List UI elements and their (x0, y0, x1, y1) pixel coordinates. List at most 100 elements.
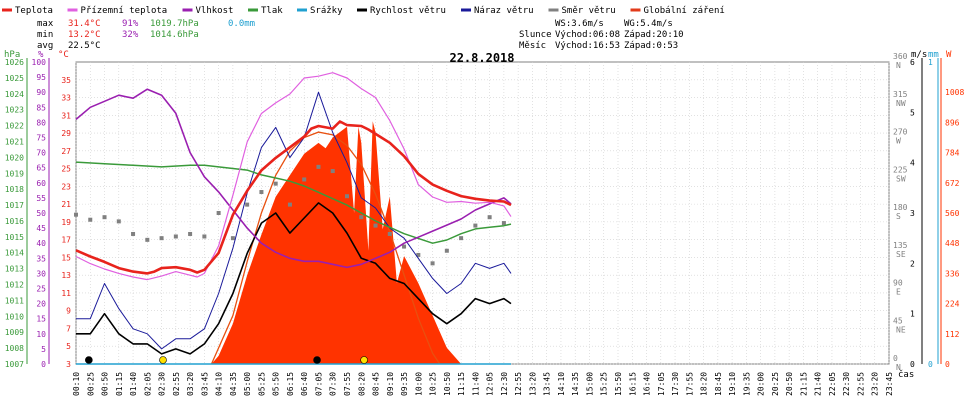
axis-degc-tick: 29 (61, 129, 71, 138)
axis-pct-tick: 40 (36, 239, 46, 248)
axis-x-tick: 21:40 (814, 372, 823, 396)
axis-x-tick: 00:10 (72, 372, 81, 396)
wind-direction-point (273, 181, 278, 186)
legend-label: Srážky (310, 6, 343, 16)
axis-x-tick: 17:30 (671, 372, 680, 396)
axis-compass-tick: SW (896, 174, 906, 183)
axis-x-tick: 02:05 (143, 372, 152, 396)
wind-direction-point (330, 169, 335, 174)
axis-w-tick: 224 (945, 300, 960, 309)
axis-x-tick: 19:10 (728, 372, 737, 396)
axis-x-tick: 12:05 (486, 372, 495, 396)
axis-pct-tick: 0 (41, 360, 46, 369)
wind-direction-point (245, 202, 250, 207)
axis-hpa-tick: 1018 (5, 185, 24, 194)
axis-x-tick: 22:55 (856, 372, 865, 396)
axis-x-tick: 07:55 (343, 372, 352, 396)
stats-max-pres: 1019.7hPa (150, 19, 199, 29)
stats-avg-temp: 22.5°C (68, 41, 101, 51)
axis-degc-tick: 27 (61, 147, 71, 156)
axis-dir-tick: 225 (893, 165, 908, 174)
wind-direction-point (316, 164, 321, 169)
axis-pct-tick: 10 (36, 330, 46, 339)
axis-degc-tick: 15 (61, 253, 71, 262)
axis-hpa-tick: 1009 (5, 328, 24, 337)
axis-hpa-tick: 1016 (5, 217, 24, 226)
legend-label: Teplota (15, 6, 53, 16)
axis-x-tick: 23:45 (885, 372, 894, 396)
axis-x-tick: 10:00 (414, 372, 423, 396)
marker-moonrise (313, 356, 321, 364)
axis-degc-tick: 25 (61, 165, 71, 174)
chart-title: 22.8.2018 (449, 51, 514, 65)
axis-degc-tick: 33 (61, 94, 71, 103)
axis-w-tick: 560 (945, 209, 960, 218)
stats-max-label: max (37, 19, 54, 29)
axis-pct-tick: 55 (36, 194, 46, 203)
axis-ms-tick: 2 (910, 259, 915, 268)
grid-layer (75, 61, 890, 365)
legend-label: Směr větru (562, 6, 616, 16)
unit-w: W (946, 50, 952, 60)
axis-pct-tick: 20 (36, 300, 46, 309)
unit-cas: čas (898, 369, 914, 380)
stats-max-temp: 31.4°C (68, 19, 101, 29)
axis-ms-tick: 6 (910, 58, 915, 67)
axis-hpa-tick: 1007 (5, 360, 24, 369)
wind-direction-point (287, 202, 292, 207)
axis-x-tick: 13:45 (543, 372, 552, 396)
axis-w-tick: 784 (945, 149, 960, 158)
stats-avg-label: avg (37, 41, 53, 51)
wind-direction-point (473, 223, 478, 228)
wind-direction-point (501, 221, 506, 226)
axis-x-tick: 23:20 (871, 372, 880, 396)
axis-hpa-tick: 1019 (5, 169, 24, 178)
axis-pct-tick: 60 (36, 179, 46, 188)
axis-compass-tick: S (896, 212, 901, 221)
axis-hpa-tick: 1015 (5, 233, 24, 242)
axis-ms-tick: 5 (910, 108, 915, 117)
axis-degc-tick: 5 (66, 342, 71, 351)
axis-degc-tick: 19 (61, 218, 71, 227)
wind-direction-point (345, 194, 349, 199)
info-sunrise: Východ:06:08 (555, 30, 620, 40)
axis-degc-tick: 9 (66, 307, 71, 316)
legend-label: Vlhkost (196, 6, 234, 16)
wind-direction-point (444, 248, 449, 253)
axis-x-tick: 04:10 (215, 372, 224, 396)
axis-dir-tick: 270 (893, 128, 908, 137)
wind-direction-point (302, 177, 307, 182)
axis-x-tick: 14:10 (557, 372, 566, 396)
axis-x-tick: 15:00 (585, 372, 594, 396)
axis-w-tick: 1008 (945, 88, 964, 97)
stats-max-hum: 91% (122, 19, 139, 29)
axis-x-tick: 12:30 (500, 372, 509, 396)
axis-compass-tick: W (896, 137, 901, 146)
axis-x-tick: 02:30 (158, 372, 167, 396)
axis-x-tick: 16:15 (628, 372, 637, 396)
axis-x-tick: 06:40 (300, 372, 309, 396)
wind-direction-point (102, 215, 107, 220)
axis-degc-tick: 3 (66, 360, 71, 369)
wind-direction-point (173, 234, 178, 239)
wind-direction-point (88, 217, 93, 222)
wind-direction-point (387, 231, 392, 236)
axis-degc-tick: 13 (61, 271, 71, 280)
wind-direction-point (116, 219, 121, 224)
wind-direction-point (188, 231, 193, 236)
axis-hpa-tick: 1026 (5, 58, 24, 67)
axis-pct-tick: 85 (36, 103, 46, 112)
axis-hpa-tick: 1024 (5, 90, 24, 99)
axis-hpa-tick: 1023 (5, 106, 24, 115)
stats-max-rain: 0.0mm (228, 19, 255, 29)
info-sunset: Západ:20:10 (624, 30, 684, 40)
unit-mm: mm (928, 50, 939, 60)
axis-x-tick: 19:35 (742, 372, 751, 396)
info-moonset: Západ:0:53 (624, 41, 678, 51)
axis-hpa-tick: 1010 (5, 312, 24, 321)
info-ws: WS:3.6m/s (555, 19, 604, 29)
axis-dir-tick: 0 (893, 354, 898, 363)
axis-dir-tick: 360 (893, 52, 908, 61)
axis-x-tick: 00:25 (86, 372, 95, 396)
